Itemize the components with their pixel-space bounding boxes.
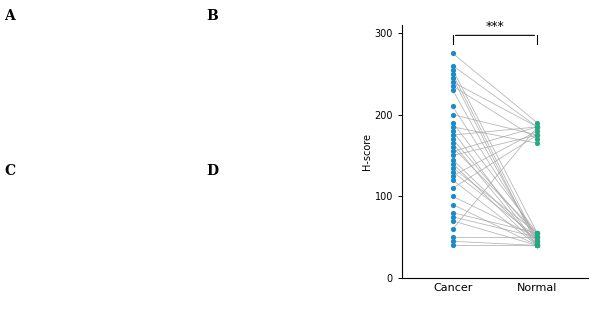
Point (532, 231, 542, 236)
Point (448, 120, 458, 125)
Point (532, 243, 542, 248)
Point (448, 214, 458, 219)
Point (448, 169, 458, 174)
Point (532, 243, 542, 248)
Point (532, 239, 542, 244)
Point (532, 120, 542, 125)
Point (532, 243, 542, 248)
Point (532, 129, 542, 133)
Point (448, 239, 458, 244)
Point (448, 173, 458, 178)
Point (532, 243, 542, 248)
Point (448, 153, 458, 158)
Point (532, 125, 542, 129)
Point (448, 202, 458, 207)
Point (448, 145, 458, 150)
Point (448, 125, 458, 129)
Point (532, 235, 542, 240)
Point (532, 235, 542, 240)
Point (532, 125, 542, 129)
Point (532, 231, 542, 236)
Point (532, 125, 542, 129)
Point (532, 141, 542, 146)
Point (532, 235, 542, 240)
Point (448, 63, 458, 68)
Point (448, 226, 458, 231)
Point (448, 71, 458, 76)
Point (448, 67, 458, 72)
Point (448, 141, 458, 146)
Point (448, 137, 458, 142)
Point (532, 235, 542, 240)
Point (448, 165, 458, 170)
Point (532, 231, 542, 236)
Point (532, 125, 542, 129)
Point (448, 133, 458, 138)
Point (532, 133, 542, 138)
Text: ***: *** (485, 20, 505, 33)
Point (532, 125, 542, 129)
Point (532, 239, 542, 244)
Point (448, 149, 458, 154)
Point (532, 243, 542, 248)
Point (448, 178, 458, 183)
Point (448, 88, 458, 93)
Text: B: B (206, 9, 218, 23)
Point (448, 104, 458, 109)
Point (532, 231, 542, 236)
Point (532, 243, 542, 248)
Point (448, 79, 458, 84)
Text: D: D (206, 164, 218, 178)
Point (532, 235, 542, 240)
Point (448, 129, 458, 133)
Text: C: C (4, 164, 15, 178)
Point (448, 186, 458, 191)
Point (448, 243, 458, 248)
Point (448, 157, 458, 162)
Text: A: A (4, 9, 15, 23)
Point (448, 194, 458, 199)
Point (448, 75, 458, 80)
Point (448, 51, 458, 56)
Point (532, 243, 542, 248)
Y-axis label: H-score: H-score (362, 133, 371, 170)
Point (448, 83, 458, 88)
Point (532, 243, 542, 248)
Point (448, 235, 458, 240)
Point (532, 231, 542, 236)
Point (532, 133, 542, 138)
Point (532, 137, 542, 142)
Point (532, 239, 542, 244)
Point (448, 161, 458, 166)
Point (448, 210, 458, 215)
Point (532, 235, 542, 240)
Point (448, 112, 458, 117)
Point (532, 243, 542, 248)
Point (532, 133, 542, 138)
Point (448, 218, 458, 223)
